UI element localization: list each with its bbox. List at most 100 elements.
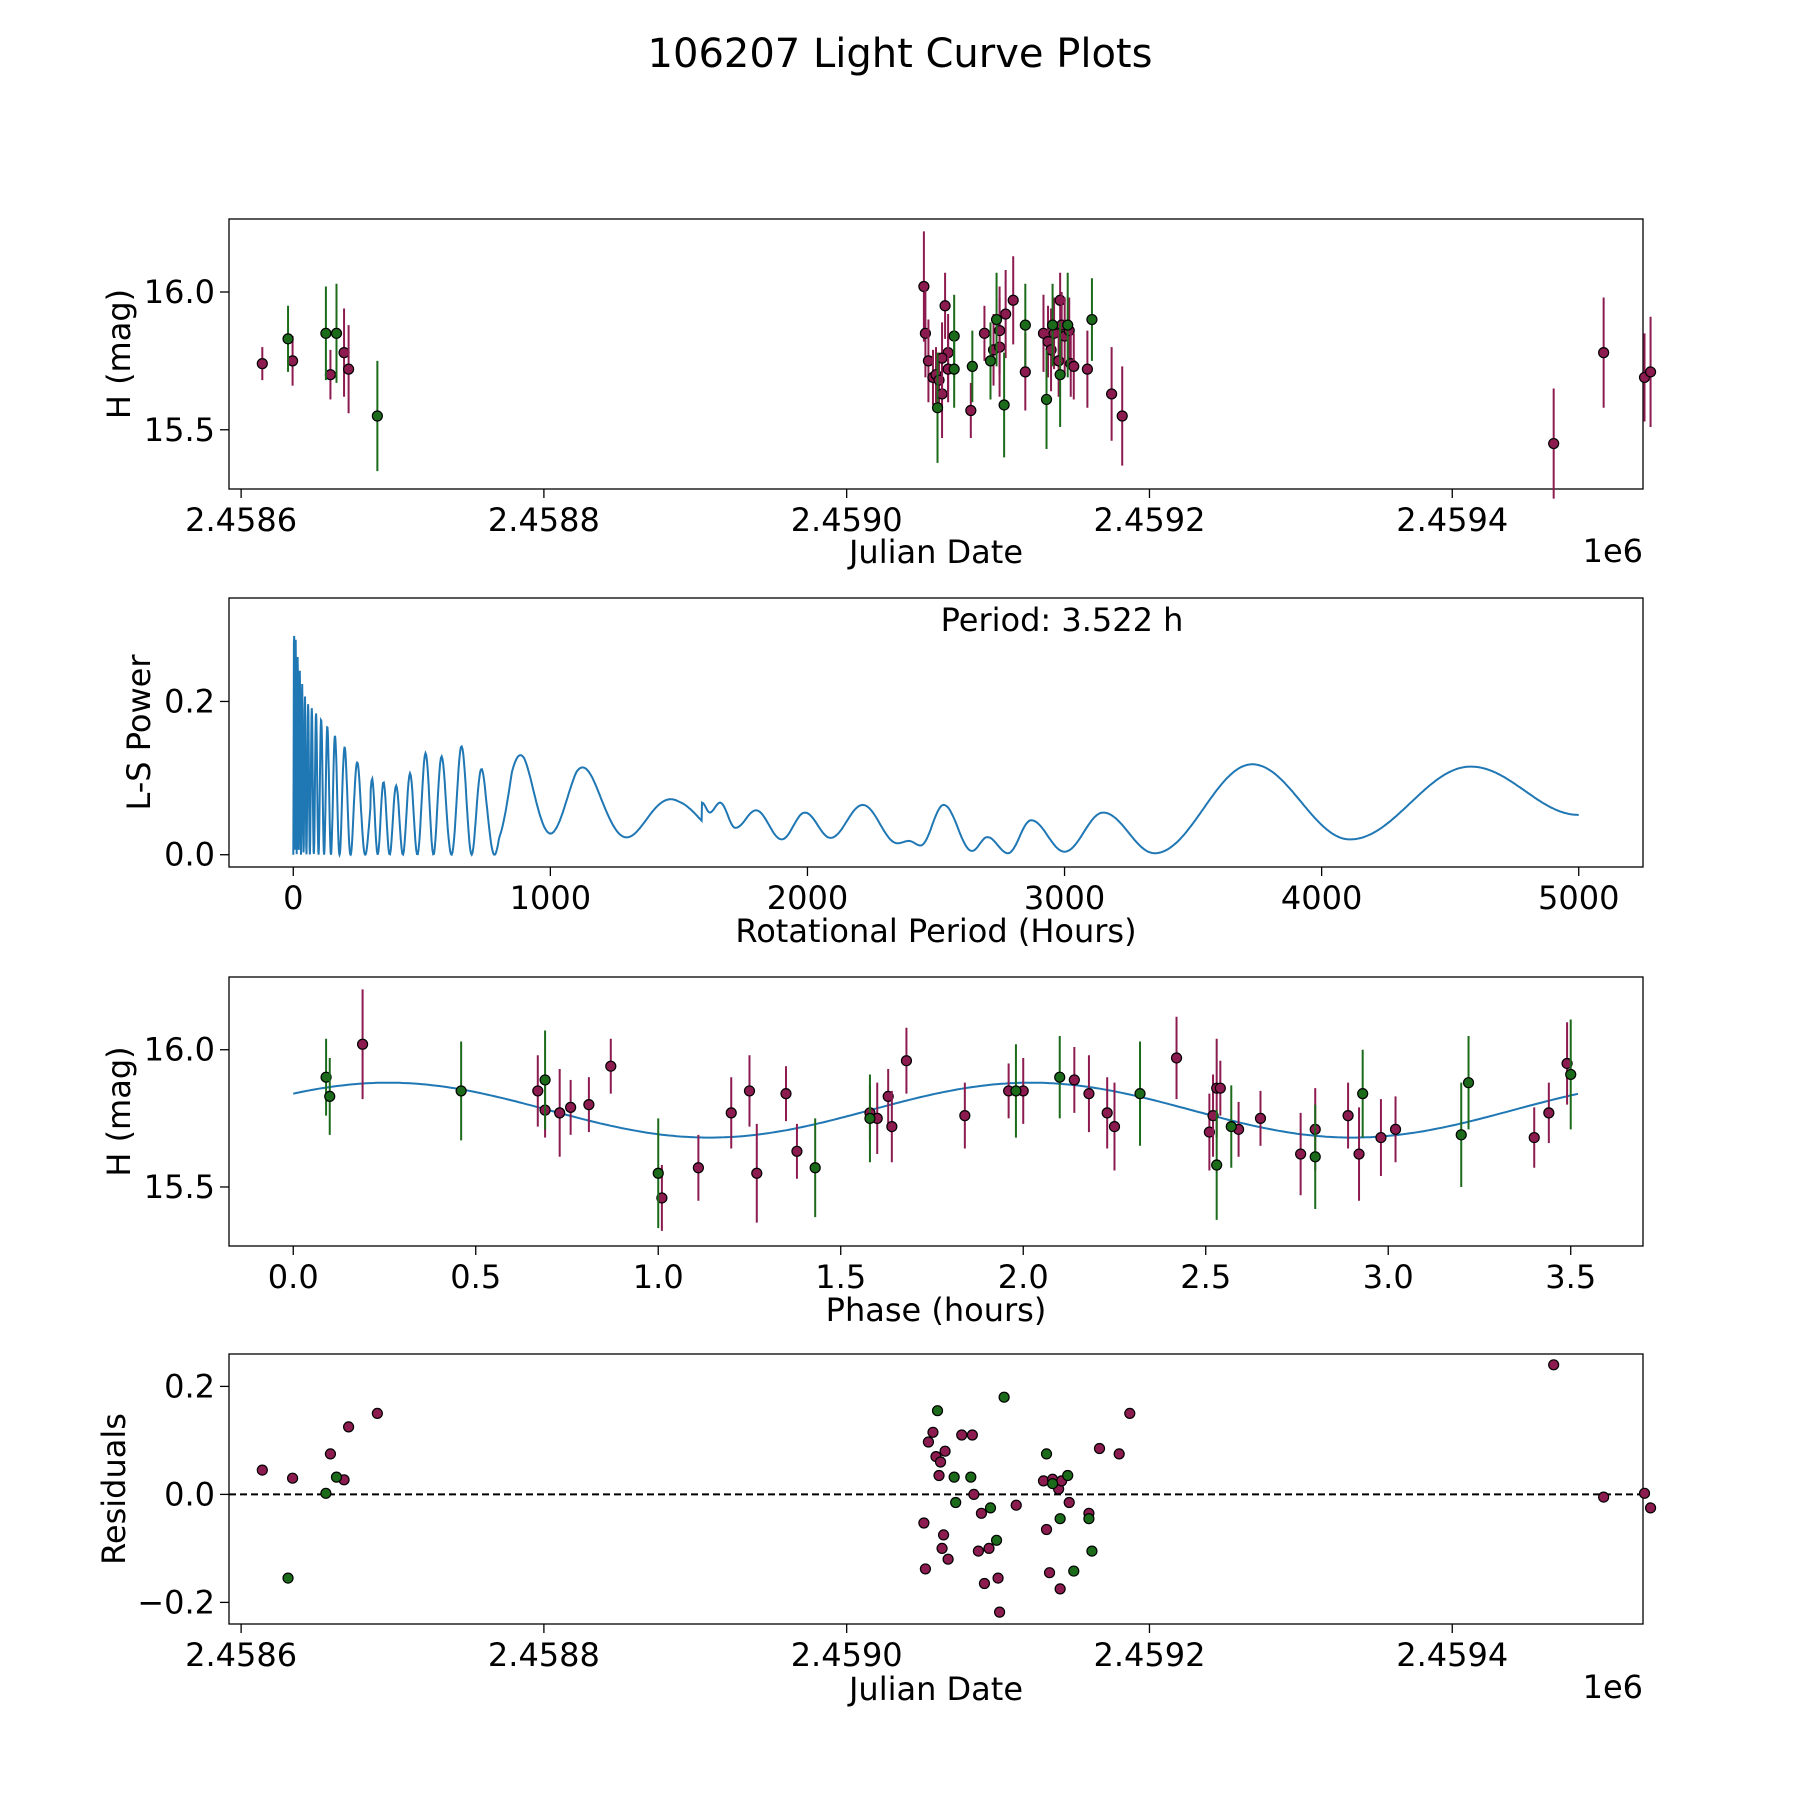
data-point: [1062, 1469, 1074, 1482]
data-point: [256, 1464, 268, 1476]
periodogram-panel: 0 1000 2000 3000 4000 5000 0.0 0.2 Rotational Pe…: [120, 597, 1644, 950]
data-point: [965, 404, 977, 417]
data-point: [1101, 1107, 1113, 1119]
data-point: [975, 1507, 988, 1519]
x-tick-label: 3.5: [1545, 1258, 1596, 1296]
data-point: [455, 1085, 467, 1097]
x-tick-label: 2.4588: [488, 1636, 600, 1674]
data-point: [948, 1471, 960, 1483]
data-point: [1113, 1448, 1125, 1460]
y-tick-label: 0.2: [164, 1367, 215, 1405]
data-point: [1254, 1112, 1267, 1124]
data-point: [1054, 369, 1066, 381]
residuals-panel: 2.4586 2.4588 2.4590 2.4592 2.4594 −0.2 0.0 0.2…: [95, 1353, 1657, 1708]
data-point: [1644, 366, 1657, 378]
raw-lightcurve-panel: 2.4586 2.4588 2.4590 2.4592 2.4594 15.5 16.0 Ju…: [100, 218, 1657, 571]
data-point: [324, 1448, 337, 1460]
data-point: [605, 1060, 617, 1072]
data-point: [948, 363, 960, 375]
x-tick-label: 2.5: [1180, 1258, 1231, 1296]
y-axis-label: L-S Power: [120, 654, 158, 811]
data-point: [959, 1110, 971, 1122]
data-point: [956, 1429, 968, 1441]
axes-frame: [228, 218, 1644, 490]
data-point: [1124, 1407, 1136, 1420]
data-point: [1543, 1107, 1555, 1119]
data-point: [583, 1099, 595, 1111]
y-tick-label: 16.0: [144, 1031, 215, 1069]
data-point: [992, 1572, 1004, 1584]
data-point: [937, 1529, 950, 1541]
data-point: [320, 327, 332, 339]
x-tick-label: 0.5: [450, 1258, 501, 1296]
x-axis-label: Rotational Period (Hours): [735, 912, 1136, 950]
x-tick-label: 1.5: [815, 1258, 866, 1296]
data-point: [320, 1071, 332, 1083]
data-point: [1455, 1129, 1467, 1141]
data-point: [1010, 1085, 1022, 1097]
data-point: [324, 369, 337, 381]
fit-curve: [292, 1081, 1579, 1139]
period-annotation: Period: 3.522 h: [941, 601, 1184, 639]
data-point: [1106, 388, 1118, 400]
x-tick-label: 2.4590: [791, 1636, 903, 1674]
data-point: [1116, 410, 1128, 422]
x-tick-label: 1.0: [633, 1258, 684, 1296]
data-point: [1295, 1148, 1307, 1160]
data-point: [320, 1487, 332, 1499]
data-point: [918, 1517, 930, 1529]
data-point: [1375, 1131, 1387, 1144]
data-point: [922, 1436, 935, 1448]
data-point: [900, 1055, 913, 1067]
x-offset-label: 1e6: [1583, 532, 1643, 570]
data-point: [950, 1496, 962, 1509]
data-point: [1086, 313, 1098, 326]
data-point: [931, 402, 944, 414]
data-point: [371, 410, 383, 422]
data-point: [966, 1429, 978, 1441]
x-tick-label: 0: [283, 879, 303, 917]
data-point: [1134, 1088, 1146, 1100]
data-point: [1010, 1499, 1022, 1511]
data-point: [1086, 1545, 1098, 1557]
data-point: [256, 358, 268, 370]
data-point: [1046, 1477, 1059, 1490]
data-point: [330, 327, 343, 339]
data-point: [1062, 319, 1074, 331]
data-point: [983, 1542, 995, 1555]
data-point: [1203, 1126, 1215, 1138]
data-point: [791, 1145, 803, 1157]
data-point: [1598, 1491, 1610, 1503]
data-point: [1040, 1448, 1053, 1460]
data-point: [864, 1112, 876, 1124]
data-point: [990, 313, 1003, 326]
x-tick-label: 3000: [1024, 879, 1105, 917]
data-point: [1342, 1110, 1354, 1122]
data-point: [978, 1577, 991, 1590]
x-tick-label: 2.4592: [1093, 1636, 1205, 1674]
series-series_a: [356, 989, 1573, 1231]
data-point: [998, 1391, 1010, 1403]
series-series_b: [320, 1019, 1577, 1229]
y-tick-label: 15.5: [144, 1168, 215, 1206]
data-point: [565, 1101, 577, 1113]
data-point: [1225, 1120, 1237, 1133]
data-point: [939, 300, 951, 312]
data-point: [324, 1090, 336, 1103]
data-point: [936, 1542, 948, 1555]
data-point: [330, 1471, 343, 1483]
data-point: [984, 1502, 997, 1514]
data-point: [1063, 1496, 1075, 1509]
data-point: [1170, 1052, 1183, 1064]
data-point: [656, 1192, 668, 1204]
data-point: [809, 1162, 821, 1174]
data-point: [1068, 1074, 1080, 1086]
x-tick-label: 2.4588: [488, 501, 600, 539]
data-point: [1638, 1487, 1651, 1499]
data-point: [1043, 1567, 1056, 1579]
data-point: [1357, 1088, 1369, 1100]
data-point: [1019, 319, 1031, 331]
data-point: [1211, 1159, 1223, 1171]
